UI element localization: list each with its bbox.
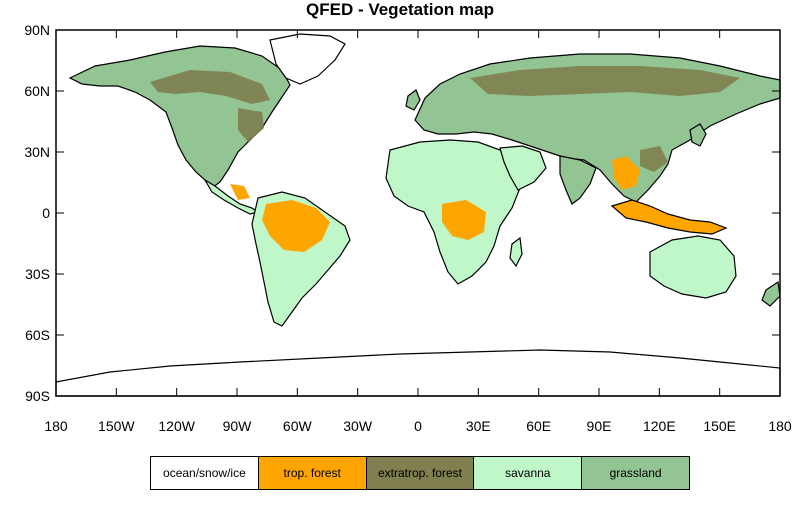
lon-label: 150W	[98, 418, 135, 434]
lon-label: 150E	[703, 418, 736, 434]
lat-label: 30N	[24, 144, 50, 160]
japan	[689, 123, 707, 147]
lon-label: 90W	[223, 418, 253, 434]
lat-label: 90N	[24, 22, 50, 38]
vegetation-legend: ocean/snow/ice trop. forest extratrop. f…	[150, 456, 690, 490]
boreal-forest-eurasia	[470, 66, 740, 96]
lon-label: 30E	[466, 418, 491, 434]
lon-label: 180	[44, 418, 68, 434]
lat-label: 60N	[24, 83, 50, 99]
lon-label: 60W	[283, 418, 313, 434]
legend-item-grassland: grassland	[582, 457, 689, 489]
legend-item-ocean: ocean/snow/ice	[151, 457, 259, 489]
central-america-forest	[230, 184, 250, 200]
lon-label: 180	[768, 418, 792, 434]
map-title: QFED - Vegetation map	[306, 0, 494, 19]
lat-label: 60S	[25, 327, 50, 343]
lon-label: 0	[414, 418, 422, 434]
se-asia-forest	[612, 156, 640, 190]
lon-label: 30W	[343, 418, 373, 434]
legend-item-savanna: savanna	[474, 457, 583, 489]
latitude-labels: 90N 60N 30N 0 30S 60S 90S	[24, 22, 50, 404]
amazon-forest	[262, 200, 330, 252]
legend-item-trop-forest: trop. forest	[258, 457, 367, 489]
arabian-peninsula	[499, 145, 547, 191]
lat-label: 0	[42, 205, 50, 221]
lon-label: 120E	[643, 418, 676, 434]
congo-forest	[442, 200, 486, 240]
lat-label: 90S	[25, 388, 50, 404]
south-china-forest	[640, 146, 668, 172]
eastern-us-forest	[238, 108, 264, 142]
legend-item-extratrop-forest: extratrop. forest	[366, 457, 475, 489]
longitude-labels: 180 150W 120W 90W 60W 30W 0 30E 60E 90E 120E 150E 18…	[44, 418, 792, 434]
axis-ticks	[55, 29, 781, 397]
australia	[649, 235, 737, 299]
lon-label: 90E	[587, 418, 612, 434]
extratropical-forest-zones	[150, 66, 740, 172]
greenland	[269, 33, 346, 85]
india	[559, 155, 597, 205]
lon-label: 120W	[158, 418, 195, 434]
british-isles	[405, 89, 421, 111]
lat-label: 30S	[25, 266, 50, 282]
tropical-forest-zones	[230, 156, 640, 252]
new-zealand	[761, 280, 781, 307]
madagascar	[509, 236, 523, 268]
lon-label: 60E	[526, 418, 551, 434]
boreal-forest-north-america	[150, 70, 270, 104]
indonesia	[610, 199, 728, 235]
